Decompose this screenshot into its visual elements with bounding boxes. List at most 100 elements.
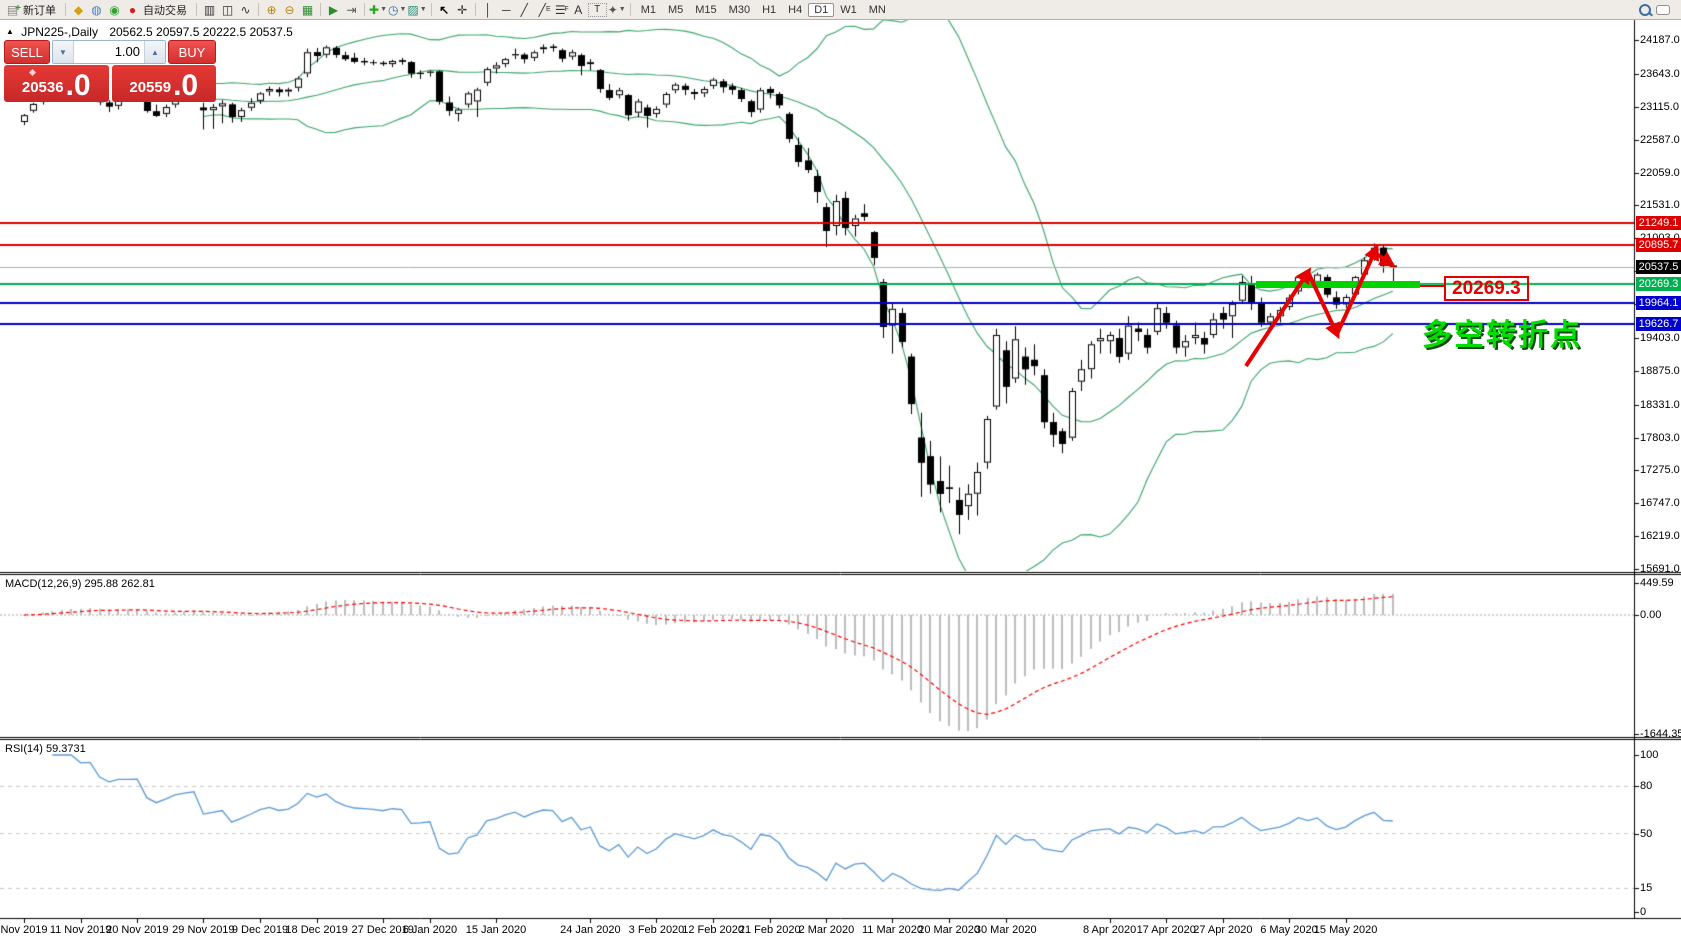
price-tick-label: 21531.0 [1640,199,1680,212]
price-tick-label: 17803.0 [1640,431,1680,444]
chart-title: ▲ JPN225-,Daily 20562.5 20597.5 20222.5 … [6,25,293,39]
date-tick-label: 15 Jan 2020 [465,924,527,936]
price-callout[interactable]: 20269.3 [1444,276,1529,301]
volume-increase-button[interactable]: ▲ [144,41,165,63]
timeframe-button-m1[interactable]: M1 [640,3,656,16]
price-callout-line [1420,285,1444,287]
search-icon[interactable] [1636,2,1653,18]
price-tick-label: 18875.0 [1640,364,1680,377]
level-price-badge: 19626.7 [1636,316,1681,331]
timeframe-button-h4[interactable]: H4 [788,3,803,16]
date-tick-label: 29 Nov 2019 [172,924,235,936]
price-tick-label: 15691.0 [1640,563,1680,576]
price-tick-label: 19403.0 [1640,331,1680,344]
timeframe-button-m30[interactable]: M30 [728,3,751,16]
text-label-icon[interactable]: T [587,2,607,17]
one-click-trading-widget: SELL ▼ 1.00 ▲ BUY 20536 .0 20559 .0 [4,40,216,102]
crosshair-icon[interactable]: ✛ [457,2,468,17]
sell-price-box[interactable]: 20536 .0 [4,65,109,102]
auto-trading-label[interactable]: 自动交易 [143,4,187,17]
timeframe-button-d1[interactable]: D1 [808,2,835,17]
text-icon[interactable]: A [574,2,583,17]
price-tick-label: 24187.0 [1640,34,1680,46]
bar-chart-icon[interactable]: ▥ [203,2,216,17]
separator [258,3,259,16]
arrows-icon[interactable]: ✦ ▼ [607,2,626,17]
rsi-value: 59.3731 [45,743,86,755]
separator [430,3,432,16]
date-tick-label: 21 Feb 2020 [738,924,801,936]
symbol-period-label: JPN225-,Daily [21,25,98,39]
volume-decrease-button[interactable]: ▼ [53,41,74,63]
date-tick-label: 6 Jan 2020 [402,924,458,936]
price-tick-label: 22587.0 [1640,133,1680,146]
market-watch-icon[interactable]: ◆ [73,2,84,17]
horizontal-line-icon[interactable]: ─ [501,2,511,17]
macd-tick-label: 0.00 [1640,609,1662,621]
sell-button[interactable]: SELL [4,40,50,64]
navigator-icon[interactable]: ◉ [109,2,120,17]
date-tick-label: 30 Mar 2020 [974,924,1037,936]
new-order-label[interactable]: 新订单 [23,4,56,17]
auto-trading-icon[interactable]: ● [128,2,137,17]
separator [196,3,197,16]
rsi-tick-label: 80 [1640,780,1653,793]
candlestick-chart-icon[interactable]: ◫ [221,2,234,17]
level-price-badge: 21249.1 [1636,215,1681,230]
level-price-badge: 20895.7 [1636,237,1681,252]
zoom-in-icon[interactable]: ⊕ [266,2,277,17]
timeframe-button-m5[interactable]: M5 [667,3,684,16]
main-toolbar: ▤ + 新订单 ◆ ◍ ◉ ● 自动交易 ▥ ◫ ∿ ⊕ ⊖ ▦ ▶ ⇥ ✚ ▼ ◷… [0,0,1681,20]
buy-price-box[interactable]: 20559 .0 [111,65,216,102]
data-window-icon[interactable]: ◍ [91,2,102,17]
volume-value[interactable]: 1.00 [114,44,140,59]
level-price-badge: 19964.1 [1636,295,1681,310]
separator [320,3,321,16]
buy-button[interactable]: BUY [168,40,216,64]
chart-shift-icon[interactable]: ⇥ [346,2,357,17]
timeframe-button-m15[interactable]: M15 [695,3,717,16]
rsi-tick-label: 15 [1640,882,1653,895]
timeframe-button-mn[interactable]: MN [868,3,886,16]
price-tick-label: 23643.0 [1640,67,1680,80]
vertical-line-icon[interactable]: │ [484,2,492,17]
indicators-icon[interactable]: ✚ ▼ [369,2,387,17]
date-tick-label: 17 Apr 2020 [1136,924,1196,936]
timeframe-button-h1[interactable]: H1 [762,3,777,16]
trendline-icon[interactable]: ╱ [520,2,528,17]
chat-icon[interactable] [1654,2,1671,18]
periods-icon[interactable]: ◷ ▼ [388,2,407,17]
line-chart-icon[interactable]: ∿ [240,2,251,17]
date-tick-label: Nov 2019 [0,924,48,936]
macd-name: MACD(12,26,9) [5,578,82,590]
timeframe-button-w1[interactable]: W1 [840,3,857,16]
separator [629,3,631,16]
date-tick-label: 15 May 2020 [1313,924,1378,936]
equidistant-channel-icon[interactable]: ╱ E [538,2,551,17]
date-tick-label: 11 Mar 2020 [861,924,923,936]
separator [474,3,476,16]
auto-scroll-icon[interactable]: ▶ [328,2,339,17]
turning-point-note[interactable]: 多空转折点 [1422,319,1582,352]
support-zone-bar[interactable] [1256,280,1420,288]
zoom-out-icon[interactable]: ⊖ [284,2,295,17]
date-tick-label: 2 Mar 2020 [798,924,855,936]
price-tick-label: 22059.0 [1640,166,1680,179]
macd-label: MACD(12,26,9) 295.88 262.81 [5,578,155,590]
date-tick-label: 11 Nov 2019 [49,924,112,936]
date-tick-label: 20 Mar 2020 [918,924,980,936]
rsi-tick-label: 100 [1640,749,1659,761]
rsi-tick-label: 50 [1640,827,1653,840]
new-order-icon[interactable]: ▤ + [6,2,21,17]
date-tick-label: 9 Dec 2019 [231,924,289,936]
level-price-badge: 20269.3 [1636,276,1681,291]
chart-template-icon[interactable]: ▨ ▼ [407,2,427,17]
collapse-triangle-icon[interactable]: ▲ [6,27,14,36]
cursor-icon[interactable]: ↖ [439,2,450,17]
tile-windows-icon[interactable]: ▦ [301,2,314,17]
current-price-badge: 20537.5 [1636,260,1681,275]
date-tick-label: 18 Dec 2019 [285,924,348,936]
rsi-label: RSI(14) 59.3731 [5,743,86,755]
fibonacci-icon[interactable]: ☰ F [554,2,569,17]
